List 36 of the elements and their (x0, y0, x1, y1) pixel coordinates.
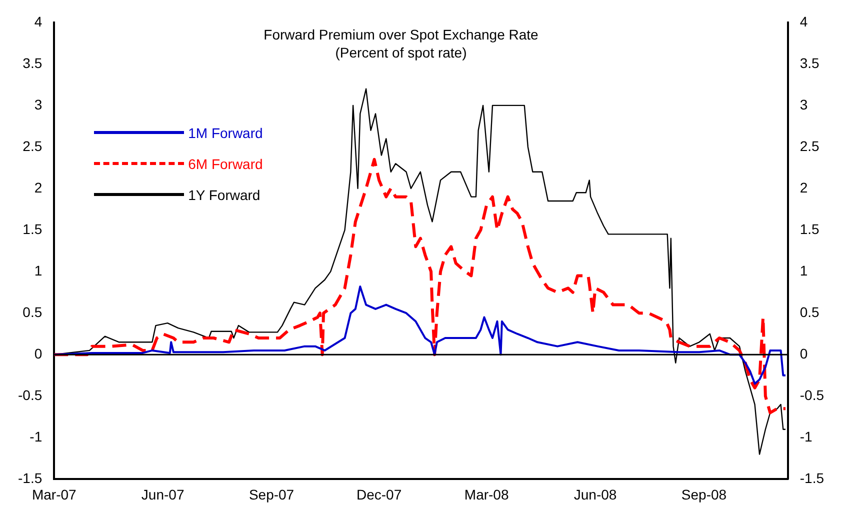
x-tick-label: Mar-08 (464, 486, 509, 502)
y-tick-label: 3 (34, 96, 42, 112)
y2-tick-label: 0.5 (800, 304, 820, 320)
text: 1M Forward (188, 124, 263, 141)
y-tick-label: 1.5 (22, 220, 42, 237)
y-tick-label: 2 (34, 179, 42, 196)
y2-tick-label: 3 (800, 96, 808, 112)
x-tick-label: Dec-07 (356, 486, 402, 502)
y2-tick-label: -1 (800, 428, 813, 445)
x-tick-label: Sep-07 (248, 486, 294, 502)
x-tick-label: Jun-08 (574, 486, 617, 502)
x-tick-label: Sep-08 (681, 486, 727, 502)
y-tick-label: 0.5 (22, 304, 42, 320)
y-tick-label: 4 (34, 13, 42, 30)
y2-tick-label: 2.5 (800, 138, 820, 154)
text: 6M Forward (188, 156, 263, 172)
y2-tick-label: 1 (800, 262, 808, 278)
y-tick-label: -1.5 (18, 470, 42, 486)
y-tick-label: -0.5 (18, 387, 42, 404)
y-tick-label: -1 (30, 428, 42, 445)
y-tick-label: 2.5 (22, 138, 42, 154)
chart-title: Forward Premium over Spot Exchange Rate (264, 26, 539, 42)
y-tick-label: 1 (34, 262, 42, 278)
x-tick-label: Jun-07 (141, 486, 184, 502)
y-tick-label: 3.5 (22, 54, 42, 71)
y2-tick-label: 4 (800, 13, 808, 30)
y2-tick-label: 1.5 (800, 220, 820, 237)
y2-tick-label: -1.5 (800, 470, 824, 486)
text: (Percent of spot rate) (335, 44, 467, 60)
x-tick-label: Mar-07 (32, 486, 77, 502)
y2-tick-label: -0.5 (800, 387, 824, 404)
text: 1Y Forward (188, 186, 260, 203)
y2-tick-label: 2 (800, 179, 808, 196)
y2-tick-label: 3.5 (800, 54, 820, 71)
y-tick-label: 0 (34, 345, 42, 362)
y2-tick-label: 0 (800, 345, 808, 362)
